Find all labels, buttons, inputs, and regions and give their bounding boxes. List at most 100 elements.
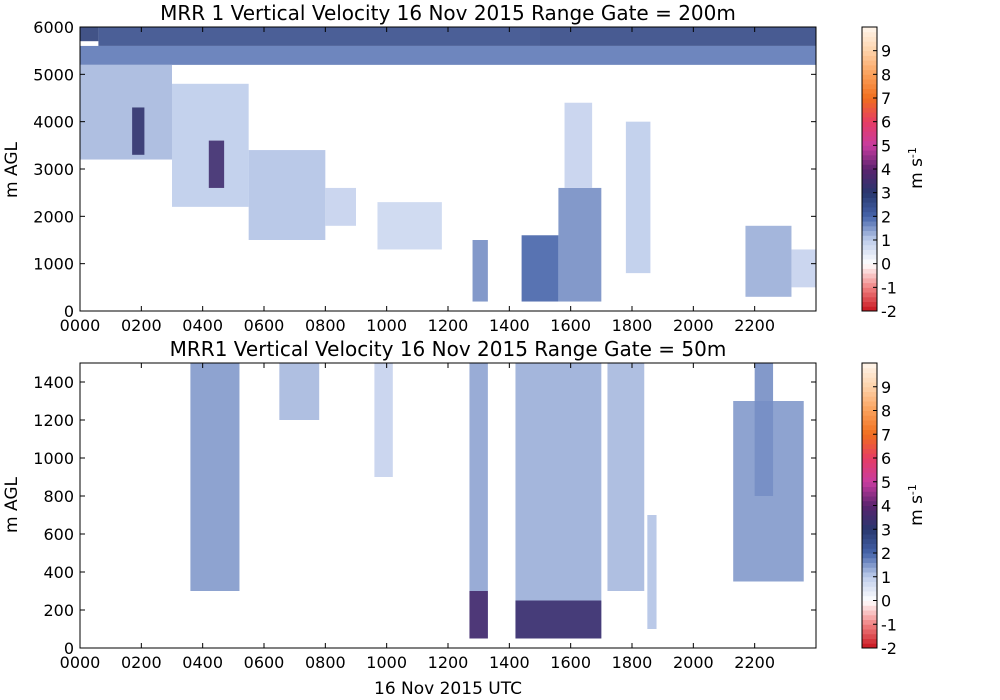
y-tick-label: 1000 — [33, 449, 74, 468]
y-axis-label: m AGL — [2, 142, 22, 198]
colorbar-segment — [862, 576, 877, 582]
x-tick-label: 0800 — [305, 316, 346, 335]
colorbar-segment — [862, 83, 877, 90]
colorbar-segment — [862, 410, 877, 416]
colorbar-segment — [862, 27, 877, 33]
colorbar-segment — [862, 633, 877, 639]
colorbar-segment — [862, 263, 877, 269]
colorbar-segment — [862, 206, 877, 213]
colorbar-tick-label: 0 — [881, 592, 891, 611]
colorbar-segment — [862, 112, 877, 118]
colorbar-segment — [862, 159, 877, 165]
colorbar-segment — [862, 391, 877, 397]
x-tick-label: 0000 — [60, 316, 101, 335]
colorbar-segment — [862, 367, 877, 373]
heatmap-region — [647, 515, 657, 629]
colorbar-segment — [862, 519, 877, 525]
x-tick-label: 1800 — [612, 653, 653, 672]
colorbar-segment — [862, 586, 877, 592]
colorbar-segment — [862, 296, 877, 303]
x-tick-label: 2000 — [673, 653, 714, 672]
colorbar-segment — [862, 377, 877, 383]
x-tick-label: 0800 — [305, 653, 346, 672]
colorbar: m s-1 -2 -1 0 1 2 3 4 5 6 7 8 9 — [861, 362, 927, 658]
colorbar-segment — [862, 567, 877, 573]
colorbar-segment — [862, 273, 877, 279]
plot-area: 0000 0200 0400 0600 0800 1000 1200 1400 1600 1800… — [33, 18, 817, 335]
colorbar-segment — [862, 434, 877, 440]
y-tick-label: 0 — [64, 639, 74, 658]
colorbar-tick-label: 7 — [881, 89, 891, 108]
heatmap-region — [564, 102, 593, 188]
colorbar-segment — [862, 258, 877, 265]
colorbar-segment — [862, 500, 877, 506]
y-tick-label: 1400 — [33, 373, 74, 392]
heatmap-region — [325, 187, 356, 226]
x-tick-label: 0400 — [182, 653, 223, 672]
colorbar-segment — [862, 610, 877, 616]
colorbar-segment — [862, 534, 877, 540]
colorbar-segment — [862, 572, 877, 578]
colorbar-segment — [862, 145, 877, 151]
colorbar-segment — [862, 415, 877, 421]
colorbar-tick-label: 2 — [881, 207, 891, 226]
colorbar-segment — [862, 249, 877, 255]
colorbar-tick-label: -2 — [881, 302, 897, 321]
colorbar-segment — [862, 443, 877, 449]
y-tick-label: 4000 — [33, 113, 74, 132]
colorbar-segment — [862, 448, 877, 454]
y-tick-label: 400 — [43, 563, 74, 582]
heatmap-region — [248, 150, 326, 240]
colorbar-segment — [862, 372, 877, 378]
heatmap-region — [515, 363, 602, 639]
colorbar-segment — [862, 140, 877, 146]
colorbar-segment — [862, 211, 877, 217]
colorbar-tick-label: -1 — [881, 278, 897, 297]
y-tick-label: 3000 — [33, 160, 74, 179]
colorbar-segment — [862, 548, 877, 554]
y-tick-label: 800 — [43, 487, 74, 506]
colorbar-segment — [862, 458, 877, 464]
colorbar-segment — [862, 306, 877, 312]
heatmap-region — [754, 363, 774, 496]
colorbar-segment — [862, 235, 877, 241]
colorbar-segment — [862, 225, 877, 232]
heatmap-region — [625, 121, 651, 274]
x-tick-label: 2200 — [734, 316, 775, 335]
x-tick-label: 0600 — [244, 653, 285, 672]
heatmap-region — [132, 107, 145, 155]
y-tick-label: 200 — [43, 601, 74, 620]
colorbar-tick-label: 5 — [881, 136, 891, 155]
colorbar-segment — [862, 187, 877, 194]
colorbar-segment — [862, 472, 877, 478]
heatmap-region — [80, 64, 172, 160]
colorbar-tick-label: 8 — [881, 65, 891, 84]
x-tick-label: 0400 — [182, 316, 223, 335]
colorbar-segment — [862, 292, 877, 298]
colorbar-segment — [862, 510, 877, 516]
colorbar-segment — [862, 629, 877, 635]
colorbar-tick-label: 4 — [881, 497, 891, 516]
colorbar-tick-label: 3 — [881, 520, 891, 539]
colorbar-segment — [862, 605, 877, 611]
heatmap-region — [515, 600, 602, 639]
colorbar-segment — [862, 477, 877, 483]
x-tick-label: 2000 — [673, 316, 714, 335]
heatmap-region — [469, 591, 488, 639]
colorbar-segment — [862, 221, 877, 227]
colorbar-segment — [862, 401, 877, 407]
colorbar-segment — [862, 386, 877, 392]
colorbar-segment — [862, 453, 877, 459]
chart-title: MRR 1 Vertical Velocity 16 Nov 2015 Rang… — [160, 1, 736, 25]
x-tick-label: 1600 — [550, 316, 591, 335]
colorbar-segment — [862, 424, 877, 430]
colorbar-segment — [862, 74, 877, 80]
colorbar-segment — [862, 79, 877, 85]
heatmap-region — [374, 363, 393, 477]
colorbar-segment — [862, 116, 877, 123]
colorbar-label: m s-1 — [906, 147, 928, 189]
heatmap-region — [190, 363, 240, 591]
colorbar-segment — [862, 553, 877, 559]
colorbar-segment — [862, 50, 877, 56]
